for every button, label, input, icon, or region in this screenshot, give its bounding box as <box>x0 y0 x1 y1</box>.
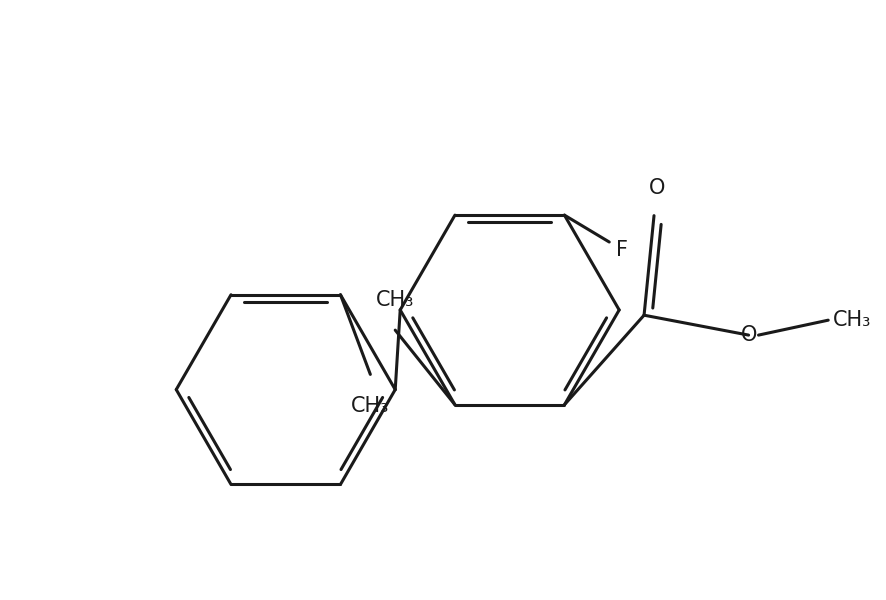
Text: O: O <box>649 178 665 198</box>
Text: F: F <box>616 240 628 260</box>
Text: CH₃: CH₃ <box>376 290 415 310</box>
Text: CH₃: CH₃ <box>833 310 872 330</box>
Text: O: O <box>741 325 757 345</box>
Text: CH₃: CH₃ <box>351 396 390 416</box>
